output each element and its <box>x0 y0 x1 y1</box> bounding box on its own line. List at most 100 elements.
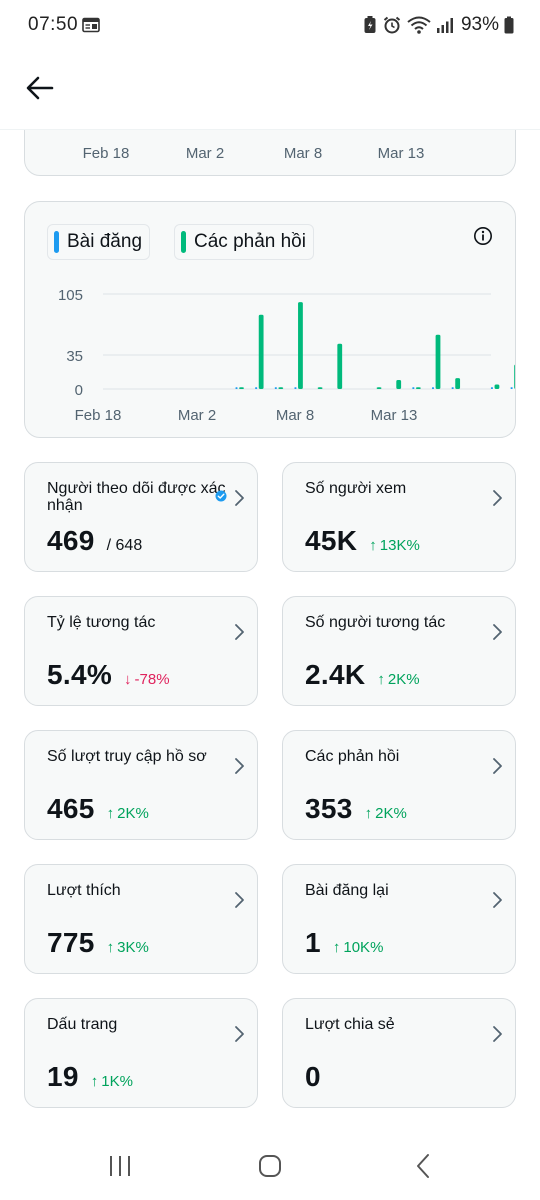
legend-swatch-posts <box>54 231 59 253</box>
metric-label: Người theo dõi được xác nhận <box>47 480 226 514</box>
verified-badge-icon <box>215 490 227 502</box>
metric-change-value: 2K% <box>375 805 407 822</box>
arrow-up-icon: ↑ <box>90 1073 99 1090</box>
bar-replies <box>455 378 461 389</box>
arrow-up-icon: ↑ <box>377 671 385 688</box>
wifi-icon <box>407 16 431 34</box>
metric-value: 2.4K <box>305 659 366 690</box>
legend-label-replies: Các phản hồi <box>194 231 306 252</box>
prev-tick-label: Mar 8 <box>284 145 322 162</box>
metric-card[interactable]: Người theo dõi được xác nhận 469 / 648 <box>24 462 258 572</box>
arrow-up-icon: ↑ <box>106 805 115 822</box>
info-icon[interactable] <box>473 226 493 246</box>
prev-tick-label: Mar 13 <box>378 145 425 162</box>
y-tick-label: 0 <box>75 382 83 399</box>
metric-value: 465 <box>47 793 95 824</box>
metric-card[interactable]: Bài đăng lại 1 ↑ 10K% <box>282 864 516 974</box>
metric-change-value: 10K% <box>343 939 384 956</box>
metric-change-value: 2K% <box>387 671 420 688</box>
metric-label: Tỷ lệ tương tác <box>47 614 156 631</box>
metric-label: Số người xem <box>305 480 407 497</box>
legend-label-posts: Bài đăng <box>67 231 143 252</box>
chevron-right-icon <box>493 490 502 506</box>
back-icon[interactable] <box>411 1153 437 1179</box>
bar-replies <box>514 364 515 389</box>
chevron-right-icon <box>235 758 244 774</box>
bar-replies <box>396 379 402 389</box>
metric-change-value: 3K% <box>117 939 149 956</box>
metric-value: 0 <box>305 1061 321 1092</box>
bar-posts <box>235 387 238 389</box>
bar-replies <box>298 302 303 389</box>
metric-value-row: 1 ↑ 10K% <box>305 927 383 959</box>
metric-change: ↑ 2K% <box>377 671 419 688</box>
bar-replies <box>278 387 284 389</box>
battery-saver-icon <box>364 16 376 33</box>
metric-card[interactable]: Lượt thích 775 ↑ 3K% <box>24 864 258 974</box>
back-arrow-icon[interactable] <box>22 72 58 104</box>
metric-value: 1 <box>305 927 321 958</box>
metric-label: Các phản hồi <box>305 748 400 765</box>
status-bar: 07:50 93% <box>0 0 540 52</box>
legend-item-replies[interactable]: Các phản hồi <box>174 224 314 260</box>
chevron-right-icon <box>493 892 502 908</box>
metric-change-value: -78% <box>134 671 170 688</box>
metric-value-row: 469 / 648 <box>47 525 142 557</box>
home-icon[interactable] <box>257 1153 283 1179</box>
metric-value: 353 <box>305 793 353 824</box>
metric-value-row: 775 ↑ 3K% <box>47 927 149 959</box>
metric-change-value: 2K% <box>117 805 149 822</box>
bar-replies <box>337 343 343 389</box>
metric-value-row: 5.4% ↓ -78% <box>47 659 170 691</box>
arrow-up-icon: ↑ <box>364 805 373 822</box>
prev-tick-label: Mar 2 <box>186 145 224 162</box>
metric-change-value: 13K% <box>379 537 420 554</box>
x-tick-label: Feb 18 <box>75 407 122 424</box>
metric-label: Bài đăng lại <box>305 882 389 899</box>
bar-posts <box>274 387 277 389</box>
metric-change: ↓ -78% <box>124 671 170 688</box>
arrow-up-icon: ↑ <box>106 939 115 956</box>
metric-card[interactable]: Lượt chia sẻ 0 <box>282 998 516 1108</box>
bar-posts <box>412 387 415 389</box>
metric-card[interactable]: Số người tương tác 2.4K ↑ 2K% <box>282 596 516 706</box>
chevron-right-icon <box>493 1026 502 1042</box>
metric-card[interactable]: Số người xem 45K ↑ 13K% <box>282 462 516 572</box>
activity-chart-card: Bài đăng Các phản hồi 105 35 0 Feb 18 Ma… <box>24 201 516 438</box>
chevron-right-icon <box>235 1026 244 1042</box>
metric-value: 45K <box>305 525 358 556</box>
chevron-right-icon <box>493 758 502 774</box>
arrow-up-icon: ↑ <box>332 939 341 956</box>
metric-label: Số lượt truy cập hồ sơ <box>47 748 207 765</box>
battery-percent: 93% <box>460 14 499 35</box>
chevron-right-icon <box>235 892 244 908</box>
arrow-up-icon: ↑ <box>369 537 377 554</box>
bar-posts <box>294 387 297 389</box>
metric-card[interactable]: Tỷ lệ tương tác 5.4% ↓ -78% <box>24 596 258 706</box>
top-app-bar <box>0 52 540 130</box>
metric-change: ↑ 1K% <box>91 1073 133 1090</box>
bar-posts <box>510 387 513 389</box>
chevron-right-icon <box>493 624 502 640</box>
metric-value-row: 353 ↑ 2K% <box>305 793 407 825</box>
metric-card[interactable]: Dấu trang 19 ↑ 1K% <box>24 998 258 1108</box>
legend-item-posts[interactable]: Bài đăng <box>47 224 151 260</box>
metric-label: Lượt thích <box>47 882 121 899</box>
metric-value-row: 465 ↑ 2K% <box>47 793 149 825</box>
bar-replies <box>317 387 323 389</box>
metric-card[interactable]: Các phản hồi 353 ↑ 2K% <box>282 730 516 840</box>
recent-apps-icon[interactable] <box>107 1153 133 1179</box>
metric-total: / 648 <box>106 537 143 554</box>
activity-chart: 105 35 0 Feb 18 Mar 2 Mar 8 Mar 13 <box>58 287 515 424</box>
x-tick-label: Mar 8 <box>276 407 314 424</box>
metric-change: ↑ 2K% <box>365 805 407 822</box>
bar-replies <box>258 314 264 389</box>
y-tick-label: 105 <box>58 287 83 304</box>
arrow-down-icon: ↓ <box>124 671 132 688</box>
metric-card[interactable]: Số lượt truy cập hồ sơ 465 ↑ 2K% <box>24 730 258 840</box>
chevron-right-icon <box>235 490 244 506</box>
previous-chart-x-axis: Feb 18 Mar 2 Mar 8 Mar 13 <box>83 145 425 162</box>
prev-tick-label: Feb 18 <box>83 145 130 162</box>
alarm-icon <box>383 16 401 34</box>
legend-swatch-replies <box>181 231 186 253</box>
